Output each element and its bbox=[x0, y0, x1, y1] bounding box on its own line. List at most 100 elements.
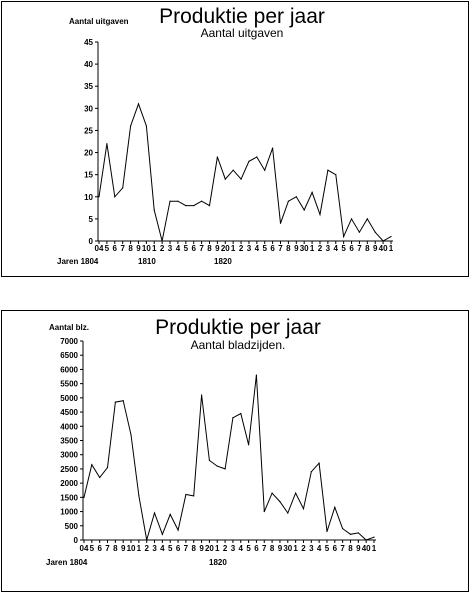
data-point bbox=[200, 200, 203, 202]
data-point bbox=[295, 196, 297, 198]
x-tick-label: 9 bbox=[356, 544, 361, 553]
y-tick-label: 25 bbox=[84, 126, 93, 135]
x-tick-label: 6 bbox=[349, 244, 354, 253]
data-point bbox=[287, 200, 290, 202]
data-point bbox=[153, 512, 156, 514]
data-point bbox=[169, 513, 171, 516]
data-point bbox=[248, 160, 250, 162]
x-tick-label: 3 bbox=[309, 544, 314, 553]
data-point bbox=[327, 169, 329, 171]
data-point bbox=[208, 459, 211, 461]
x-tick-label: 1 bbox=[137, 544, 142, 553]
x-tick-label: 5 bbox=[341, 244, 346, 253]
x-tick-label: 6 bbox=[176, 544, 181, 553]
data-point bbox=[256, 156, 258, 158]
data-point bbox=[240, 412, 242, 415]
x-tick-label: 30 bbox=[300, 244, 309, 253]
x-tick-label: 3 bbox=[152, 544, 157, 553]
y-tick-label: 3000 bbox=[60, 451, 78, 460]
x-tick-label: 8 bbox=[113, 544, 118, 553]
y-tick-label: 0 bbox=[89, 237, 94, 246]
data-point bbox=[326, 530, 328, 533]
data-point bbox=[161, 240, 163, 242]
data-point bbox=[311, 191, 313, 193]
x-tick-label: 6 bbox=[97, 544, 102, 553]
data-point bbox=[334, 506, 336, 508]
x-tick-label: 7 bbox=[278, 244, 283, 253]
chart-panel-uitgaven: Produktie per jaar Aantal uitgaven Aanta… bbox=[1, 1, 469, 277]
data-point bbox=[114, 401, 116, 403]
chart-uitgaven: Produktie per jaar Aantal uitgaven Aanta… bbox=[57, 5, 394, 266]
y-tick-label: 2500 bbox=[60, 465, 78, 474]
x-tick-label: 7 bbox=[340, 544, 345, 553]
x-tick-label: 6 bbox=[270, 244, 275, 253]
data-point bbox=[145, 125, 147, 127]
x-tick-label: 2 bbox=[144, 544, 149, 553]
x-tick-label: 8 bbox=[207, 244, 212, 253]
data-point bbox=[302, 508, 305, 510]
y-tick-label: 3500 bbox=[60, 437, 78, 446]
y-tick-label: 5500 bbox=[60, 380, 78, 389]
y-tick-label: 35 bbox=[84, 82, 93, 91]
data-point bbox=[343, 235, 345, 238]
data-point bbox=[272, 147, 274, 149]
x-tick-label: 2 bbox=[318, 244, 323, 253]
data-point bbox=[193, 495, 195, 497]
data-point bbox=[91, 464, 93, 466]
x-tick-label: 2 bbox=[239, 244, 244, 253]
x-tick-label: 8 bbox=[365, 244, 370, 253]
data-point bbox=[335, 174, 337, 176]
chart-panel-bladzijden: Produktie per jaar Aantal bladzijden. Aa… bbox=[1, 310, 469, 592]
x-tick-label: 9 bbox=[215, 244, 220, 253]
x-tick-label: 7 bbox=[357, 244, 362, 253]
y-tick-label: 6500 bbox=[60, 351, 78, 360]
chart-subtitle: Aantal uitgaven bbox=[201, 26, 284, 40]
x-tick-label: 5 bbox=[325, 544, 330, 553]
y-tick-label: 45 bbox=[84, 38, 93, 47]
data-point bbox=[373, 536, 375, 538]
data-point bbox=[146, 539, 148, 541]
x-tick-label: 7 bbox=[105, 544, 110, 553]
series-line bbox=[83, 375, 375, 541]
chart-title: Produktie per jaar bbox=[155, 316, 321, 339]
data-point bbox=[263, 510, 265, 513]
data-point bbox=[232, 417, 234, 419]
data-point bbox=[185, 205, 187, 207]
data-point bbox=[357, 532, 359, 534]
x-tick-label: 40 bbox=[379, 244, 388, 253]
x-tick-label: 04 bbox=[80, 544, 89, 553]
data-point bbox=[247, 444, 250, 446]
x-tick-label: 5 bbox=[168, 544, 173, 553]
x-tick-label: 5 bbox=[184, 244, 189, 253]
x-tick-label: 1 bbox=[152, 244, 157, 253]
data-point bbox=[106, 143, 108, 145]
y-tick-label: 10 bbox=[84, 193, 93, 202]
x-tick-label: 5 bbox=[90, 544, 95, 553]
data-point bbox=[193, 205, 195, 207]
y-tick-label: 500 bbox=[65, 522, 79, 531]
x-tick-label: 8 bbox=[270, 544, 275, 553]
x-tick-label: 7 bbox=[184, 544, 189, 553]
x-tick-label: 4 bbox=[160, 544, 165, 553]
x-decade-label: Jaren 1804 bbox=[46, 558, 88, 567]
data-point bbox=[177, 200, 179, 202]
data-point bbox=[130, 434, 132, 436]
data-point bbox=[271, 492, 273, 494]
x-decade-label: Jaren 1804 bbox=[57, 257, 99, 266]
y-tick-label: 15 bbox=[84, 171, 93, 180]
y-tick-label: 0 bbox=[74, 536, 79, 545]
x-tick-label: 1 bbox=[310, 244, 315, 253]
data-point bbox=[98, 196, 100, 198]
y-tick-label: 6000 bbox=[60, 365, 78, 374]
data-point bbox=[303, 209, 305, 211]
data-point bbox=[224, 178, 226, 180]
x-tick-label: 9 bbox=[373, 244, 378, 253]
x-tick-label: 9 bbox=[278, 544, 283, 553]
x-tick-label: 9 bbox=[294, 244, 299, 253]
data-point bbox=[318, 462, 320, 464]
x-tick-label: 30 bbox=[283, 544, 292, 553]
x-tick-label: 40 bbox=[362, 544, 371, 553]
data-point bbox=[382, 240, 384, 242]
data-point bbox=[114, 196, 116, 198]
x-tick-label: 8 bbox=[286, 244, 291, 253]
